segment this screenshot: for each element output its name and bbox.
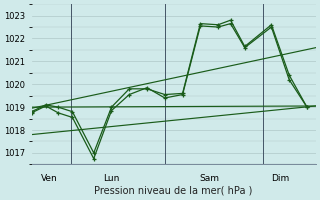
X-axis label: Pression niveau de la mer( hPa ): Pression niveau de la mer( hPa ) [94,186,253,196]
